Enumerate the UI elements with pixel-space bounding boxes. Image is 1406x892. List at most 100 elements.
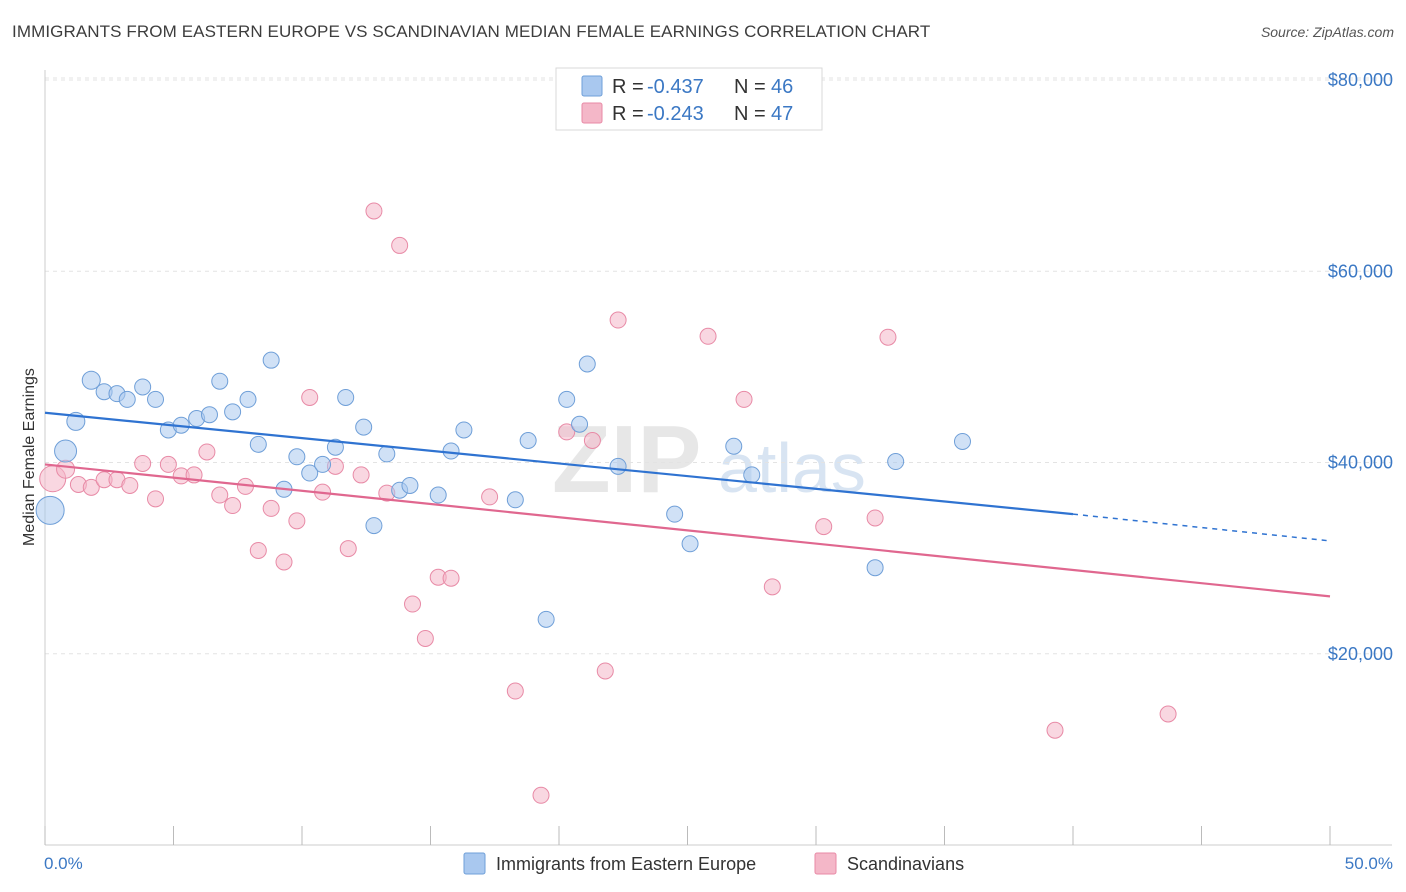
point-eastern-europe: [455, 421, 473, 439]
point-eastern-europe: [578, 355, 596, 373]
bottom-legend-swatch-pink: [814, 852, 837, 875]
point-scandinavian: [224, 497, 242, 515]
point-eastern-europe: [326, 438, 344, 456]
y-tick-label: $60,000: [1328, 261, 1393, 281]
legend-n-value-pink: 47: [771, 103, 793, 125]
point-scandinavian: [352, 466, 370, 484]
point-scandinavian: [532, 786, 550, 804]
point-scandinavian: [866, 509, 884, 527]
point-eastern-europe: [288, 448, 306, 466]
y-tick-label: $80,000: [1328, 70, 1393, 90]
point-eastern-europe: [314, 455, 332, 473]
point-scandinavian: [288, 512, 306, 530]
trend-line-eastern-europe-extension: [1072, 513, 1331, 542]
point-scandinavian: [198, 443, 216, 461]
point-scandinavian: [481, 488, 499, 506]
legend-n-label-blue: N =: [734, 76, 766, 98]
point-eastern-europe: [134, 378, 152, 396]
point-scandinavian: [391, 236, 409, 254]
point-eastern-europe: [609, 457, 627, 475]
point-eastern-europe: [558, 390, 576, 408]
legend-r-value-pink: -0.243: [647, 103, 704, 125]
trend-line-eastern-europe: [44, 411, 1074, 516]
correlation-legend: R = -0.437 N = 46 R = -0.243 N = 47: [555, 67, 823, 131]
point-eastern-europe: [537, 610, 555, 628]
legend-r-label-blue: R =: [612, 76, 644, 98]
point-scandinavian: [82, 478, 100, 496]
point-eastern-europe: [224, 403, 242, 421]
trend-lines: [44, 411, 1331, 598]
point-scandinavian: [275, 553, 293, 571]
point-scandinavian: [249, 541, 267, 559]
point-eastern-europe: [81, 370, 101, 390]
point-scandinavian: [159, 455, 177, 473]
chart-title: IMMIGRANTS FROM EASTERN EUROPE VS SCANDI…: [12, 22, 931, 41]
point-eastern-europe: [301, 464, 319, 482]
point-eastern-europe: [442, 442, 460, 460]
point-scandinavian: [735, 390, 753, 408]
y-axis-tick-labels: $20,000 $40,000 $60,000 $80,000: [1328, 70, 1393, 664]
legend-r-value-blue: -0.437: [647, 76, 704, 98]
point-scandinavian: [301, 388, 319, 406]
point-scandinavian: [211, 486, 229, 504]
x-axis-ticks: [44, 826, 1331, 845]
bottom-legend-label-blue: Immigrants from Eastern Europe: [496, 854, 756, 874]
point-eastern-europe: [666, 505, 684, 523]
point-scandinavian: [134, 454, 152, 472]
point-eastern-europe: [953, 432, 971, 450]
point-scandinavian: [121, 476, 139, 494]
point-scandinavian: [262, 499, 280, 517]
point-eastern-europe: [249, 435, 267, 453]
legend-n-label-pink: N =: [734, 103, 766, 125]
point-scandinavian: [1159, 705, 1177, 723]
trend-line-scandinavian: [44, 463, 1331, 598]
point-eastern-europe: [147, 390, 165, 408]
point-scandinavian: [558, 423, 576, 441]
legend-swatch-blue: [581, 75, 603, 97]
point-scandinavian: [815, 518, 833, 536]
point-eastern-europe: [429, 486, 447, 504]
gridlines: [45, 77, 1392, 655]
point-eastern-europe: [401, 476, 419, 494]
point-eastern-europe: [506, 491, 524, 509]
point-eastern-europe: [725, 437, 743, 455]
watermark-atlas: atlas: [718, 429, 866, 507]
y-tick-label: $20,000: [1328, 644, 1393, 664]
point-eastern-europe: [54, 439, 78, 463]
point-eastern-europe: [355, 418, 373, 436]
y-axis-label: Median Female Earnings: [21, 368, 38, 546]
point-eastern-europe: [519, 432, 537, 450]
point-scandinavian: [339, 540, 357, 558]
point-eastern-europe: [571, 415, 589, 433]
x-tick-label-max: 50.0%: [1345, 854, 1393, 873]
point-scandinavian: [1046, 721, 1064, 739]
point-eastern-europe: [262, 351, 280, 369]
point-scandinavian: [365, 202, 383, 220]
point-eastern-europe: [743, 466, 761, 484]
point-scandinavian: [147, 490, 165, 508]
point-scandinavian: [56, 459, 76, 479]
point-scandinavian: [596, 662, 614, 680]
bottom-legend-swatch-blue: [463, 852, 486, 875]
point-eastern-europe: [337, 388, 355, 406]
point-scandinavian: [763, 578, 781, 596]
point-eastern-europe: [118, 390, 136, 408]
point-eastern-europe: [239, 390, 257, 408]
point-eastern-europe: [200, 406, 218, 424]
point-scandinavian: [442, 569, 460, 587]
point-eastern-europe: [378, 445, 396, 463]
x-tick-label-min: 0.0%: [44, 854, 83, 873]
point-eastern-europe: [866, 559, 884, 577]
point-scandinavian: [506, 682, 524, 700]
bottom-legend-label-pink: Scandinavians: [847, 854, 964, 874]
point-eastern-europe: [887, 453, 905, 471]
point-eastern-europe: [681, 535, 699, 553]
legend-r-label-pink: R =: [612, 103, 644, 125]
point-scandinavian: [879, 328, 897, 346]
point-scandinavian: [609, 311, 627, 329]
point-scandinavian: [404, 595, 422, 613]
point-eastern-europe: [365, 517, 383, 535]
legend-swatch-pink: [581, 102, 603, 124]
point-eastern-europe: [211, 372, 229, 390]
